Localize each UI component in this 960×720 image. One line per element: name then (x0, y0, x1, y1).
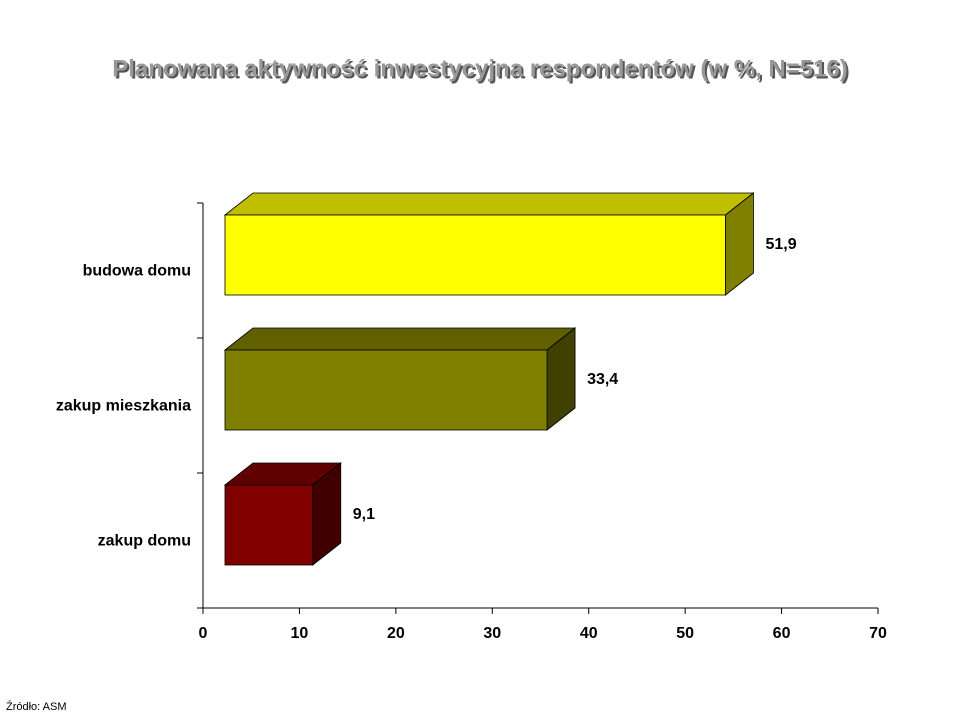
x-tick-label: 20 (387, 625, 405, 642)
bar-top (223, 327, 577, 351)
x-tick-label: 0 (199, 625, 208, 642)
bar (224, 484, 314, 566)
x-tick-label: 70 (869, 625, 887, 642)
y-tick-label: zakup domu (98, 533, 191, 550)
x-tick-label: 40 (580, 625, 598, 642)
value-label: 51,9 (765, 236, 796, 253)
x-tick-label: 60 (773, 625, 791, 642)
chart-title-shadow: Planowana aktywność inwestycyjna respond… (114, 57, 850, 84)
x-tick-label: 50 (676, 625, 694, 642)
y-tick-label: zakup mieszkania (56, 398, 191, 415)
chart-title: Planowana aktywność inwestycyjna respond… (112, 55, 848, 82)
source-note: Źródło: ASM (6, 700, 67, 713)
bar-top (223, 192, 755, 216)
bar (224, 214, 726, 296)
value-label: 33,4 (587, 371, 618, 388)
x-tick-label: 10 (291, 625, 309, 642)
value-label: 9,1 (353, 506, 375, 523)
y-tick-label: budowa domu (83, 263, 191, 280)
x-tick-label: 30 (483, 625, 501, 642)
bar (224, 349, 548, 431)
